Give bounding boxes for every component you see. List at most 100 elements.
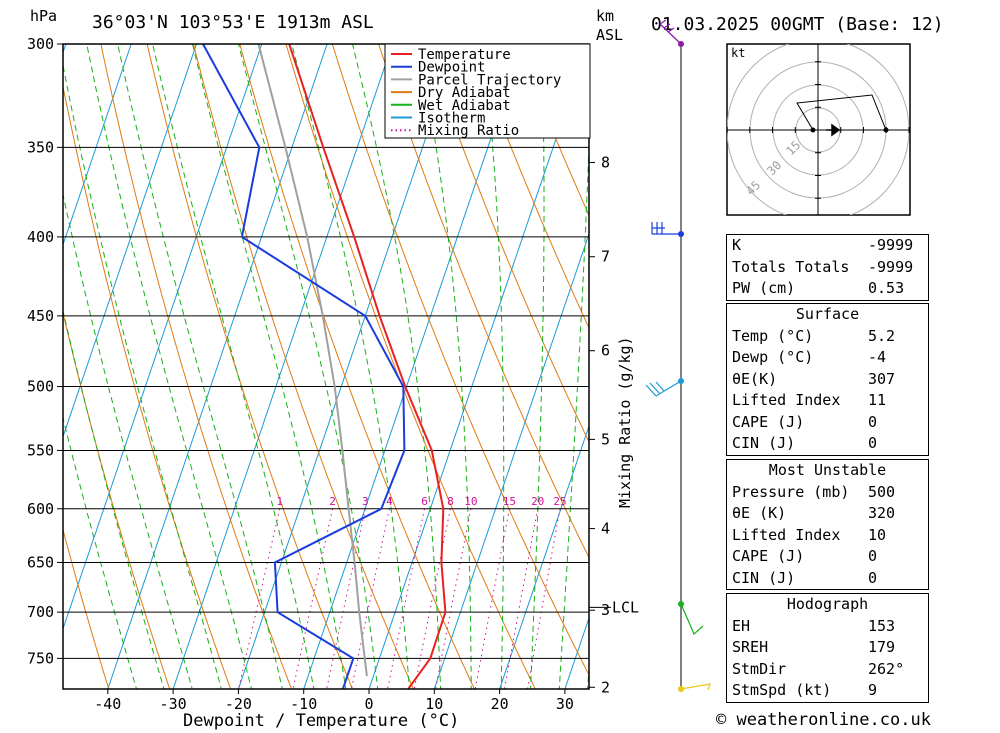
pressure-tick-label: 750 xyxy=(27,649,54,667)
hodograph-trace xyxy=(796,94,887,131)
mixing-ratio-label: 25 xyxy=(553,495,566,508)
hpa-label: hPa xyxy=(30,7,57,25)
wet-adiabat-line xyxy=(63,192,193,689)
sreh-value: 179 xyxy=(868,638,896,656)
profile-dewpoint xyxy=(202,44,406,689)
mu-pressure-label: Pressure (mb) xyxy=(732,482,850,501)
wet-adiabat-line xyxy=(291,44,410,689)
plot-frame xyxy=(62,43,590,690)
pressure-tick-label: 700 xyxy=(27,603,54,621)
surface-li-value: 11 xyxy=(868,391,887,409)
mixing-ratio-line xyxy=(526,508,561,689)
asl-label: ASL xyxy=(596,26,623,44)
hodograph-table-title: Hodograph xyxy=(786,595,869,613)
surface-theta-label: θE(K) xyxy=(732,369,778,388)
pressure-axis: 300 350 400 450 500 550 600 650 700 750 xyxy=(27,35,63,667)
surface-cin-label: CIN (J) xyxy=(732,434,796,452)
mixing-ratio-label: 2 xyxy=(329,495,336,508)
wind-barb-300 xyxy=(659,19,682,45)
dry-adiabat-line xyxy=(63,527,110,689)
pressure-tick-label: 600 xyxy=(27,500,54,518)
most-unstable-title: Most Unstable xyxy=(768,461,887,479)
pressure-tick-label: 400 xyxy=(27,228,54,246)
surface-cape-value: 0 xyxy=(868,412,878,431)
stmspd-label: StmSpd (kt) xyxy=(732,681,832,699)
mixing-ratio-label: 8 xyxy=(447,495,454,508)
legend-label: Wet Adiabat xyxy=(418,98,511,114)
height-axis: 2 3 4 5 6 7 8 LCL xyxy=(589,154,639,696)
wind-profile xyxy=(645,19,711,692)
wind-barb-surface xyxy=(680,683,711,691)
mu-pressure-value: 500 xyxy=(868,482,896,501)
legend-box xyxy=(384,43,591,139)
mixing-ratio-label: 6 xyxy=(421,495,428,508)
sreh-label: SREH xyxy=(732,638,769,656)
height-tick-label: 7 xyxy=(601,248,610,266)
eh-label: EH xyxy=(732,616,751,635)
hodograph-unit: kt xyxy=(731,46,745,60)
most-unstable-table: Most Unstable Pressure (mb) 500 θE (K) 320… xyxy=(726,459,929,590)
height-tick-label: 6 xyxy=(601,342,610,360)
wet-adiabat-line xyxy=(191,44,347,689)
mu-li-label: Lifted Index xyxy=(732,525,841,544)
datetime-title: 01.03.2025 00GMT (Base: 12) xyxy=(651,14,944,35)
surface-title: Surface xyxy=(795,305,860,323)
mixing-ratio-label: 3 xyxy=(362,495,369,508)
isotherm-line xyxy=(63,44,263,631)
mu-cin-value: 0 xyxy=(868,568,878,587)
dry-adiabat-line xyxy=(192,44,414,689)
wet-adiabat-line xyxy=(117,44,283,689)
surface-temp-label: Temp (°C) xyxy=(732,326,814,345)
profile-parcel-trajectory xyxy=(257,44,368,677)
mu-cape-value: 0 xyxy=(868,547,878,565)
temperature-tick-label: -40 xyxy=(94,695,121,713)
dry-adiabat-line xyxy=(956,0,1000,702)
surface-temp-value: 5.2 xyxy=(868,326,896,345)
stmspd-value: 9 xyxy=(868,681,878,699)
mixing-ratio-line xyxy=(292,508,334,689)
legend-label: Isotherm xyxy=(418,111,485,127)
legend-label: Mixing Ratio xyxy=(418,123,519,139)
temperature-tick-label: 20 xyxy=(491,695,509,713)
wet-adiabat-line xyxy=(351,44,442,689)
location-title: 36°03'N 103°53'E 1913m ASL xyxy=(92,12,374,33)
temperature-tick-label: 10 xyxy=(425,695,443,713)
wet-adiabat-line xyxy=(63,415,138,689)
isotherm-line xyxy=(172,44,393,689)
wet-adiabat-line xyxy=(152,44,315,689)
wet-adiabat-line xyxy=(237,44,379,689)
temperature-tick-label: 0 xyxy=(364,695,373,713)
hodograph-table: Hodograph EH 153 SREH 179 StmDir 262° StmSp… xyxy=(726,593,929,703)
surface-table: Surface Temp (°C) 5.2 Dewp (°C) -4 θE(K) 30… xyxy=(726,303,929,456)
surface-cape-label: CAPE (J) xyxy=(732,412,805,431)
hodograph: kt 15 30 45 xyxy=(726,43,911,216)
mu-cin-label: CIN (J) xyxy=(732,568,796,587)
dry-adiabat-line xyxy=(100,44,293,689)
k-label: K xyxy=(732,236,742,254)
temperature-tick-label: -20 xyxy=(225,695,252,713)
mu-li-value: 10 xyxy=(868,525,887,544)
storm-motion-arrow xyxy=(826,123,841,137)
eh-value: 153 xyxy=(868,616,896,635)
mu-theta-label: θE (K) xyxy=(732,504,787,522)
stmdir-label: StmDir xyxy=(732,659,787,678)
k-value: -9999 xyxy=(868,236,914,254)
wet-adiabat-line xyxy=(63,62,222,689)
legend-label: Temperature xyxy=(418,47,511,63)
km-label: km xyxy=(596,7,614,25)
pw-label: PW (cm) xyxy=(732,279,796,297)
footer-credit[interactable]: © weatheronline.co.uk xyxy=(716,710,931,730)
indices-table: K -9999 Totals Totals -9999 PW (cm) 0.53 xyxy=(726,234,929,301)
x-axis-title: Dewpoint / Temperature (°C) xyxy=(183,711,459,731)
profiles xyxy=(202,44,447,689)
pressure-tick-label: 450 xyxy=(27,307,54,325)
mixing-ratio-line xyxy=(238,508,281,689)
isotherm-line xyxy=(0,0,42,702)
surface-cin-value: 0 xyxy=(868,434,878,452)
height-tick-label: 4 xyxy=(601,520,610,538)
isotherm-line xyxy=(499,424,589,689)
surface-dewp-value: -4 xyxy=(868,348,887,366)
isotherm-line xyxy=(63,44,132,247)
